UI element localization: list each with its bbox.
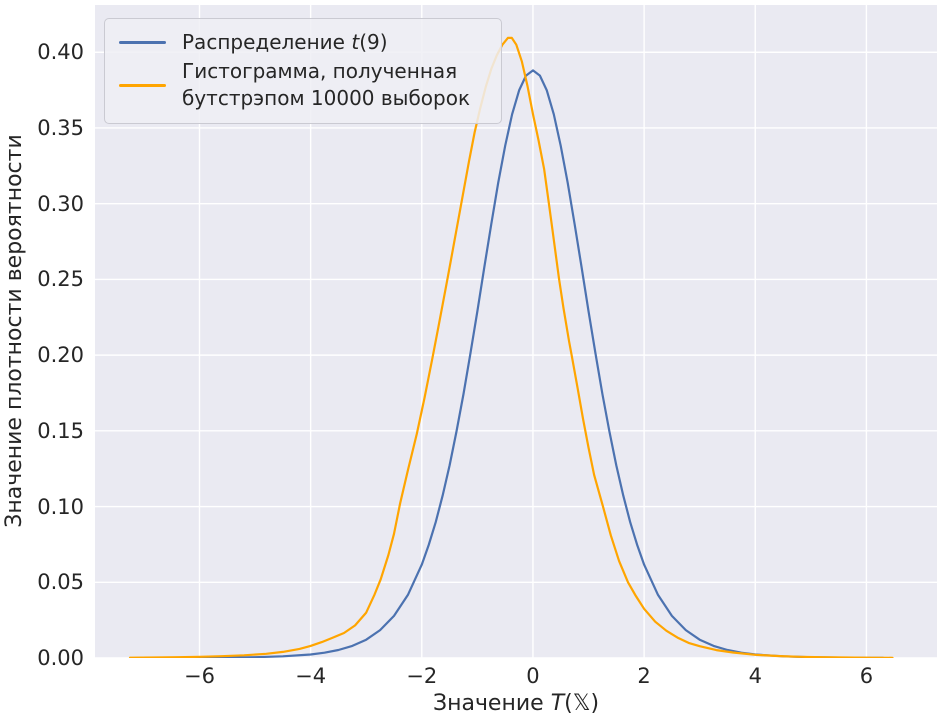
x-axis-label-suffix: (𝕏) — [564, 691, 600, 716]
x-axis-tick-label: 6 — [859, 664, 874, 688]
legend-label-t-distribution: Распределение t(9) — [182, 29, 388, 56]
legend-label-line2: бутстрэпом 10000 выборок — [182, 86, 471, 110]
x-axis-tick-label: 4 — [748, 664, 762, 688]
x-axis-label-variable: T — [550, 691, 565, 716]
legend-label-variable: t — [351, 30, 360, 54]
x-axis-tick-label: −4 — [295, 664, 327, 688]
legend-label-suffix: (9) — [359, 30, 388, 54]
x-axis-tick-label: −6 — [184, 664, 215, 688]
legend-item-t-distribution: Распределение t(9) — [119, 29, 489, 56]
density-curve-bootstrap-kde — [128, 36, 894, 658]
legend-line-sample-orange — [119, 83, 166, 87]
legend: Распределение t(9) Гистограмма, полученн… — [104, 18, 502, 124]
legend-line-sample-blue — [119, 41, 166, 44]
y-axis-tick-label: 0.00 — [37, 646, 84, 670]
x-axis-label-text: Значение — [432, 691, 551, 716]
legend-item-bootstrap-histogram: Гистограмма, полученная бутстрэпом 10000… — [119, 58, 489, 112]
x-axis-label: Значение T(𝕏) — [266, 691, 766, 716]
density-curve-t-distribution — [142, 69, 885, 658]
x-axis-tick-label: −2 — [406, 664, 438, 688]
x-axis-tick-label: 0 — [526, 664, 540, 688]
y-axis-label: Значение плотности вероятности — [2, 134, 27, 528]
legend-label-line1: Гистограмма, полученная — [182, 59, 458, 83]
legend-label-text: Распределение — [182, 30, 352, 54]
legend-label-bootstrap-histogram: Гистограмма, полученная бутстрэпом 10000… — [182, 58, 470, 112]
y-axis-tick-label: 0.40 — [37, 40, 84, 65]
x-axis-tick-label: 2 — [637, 664, 651, 688]
